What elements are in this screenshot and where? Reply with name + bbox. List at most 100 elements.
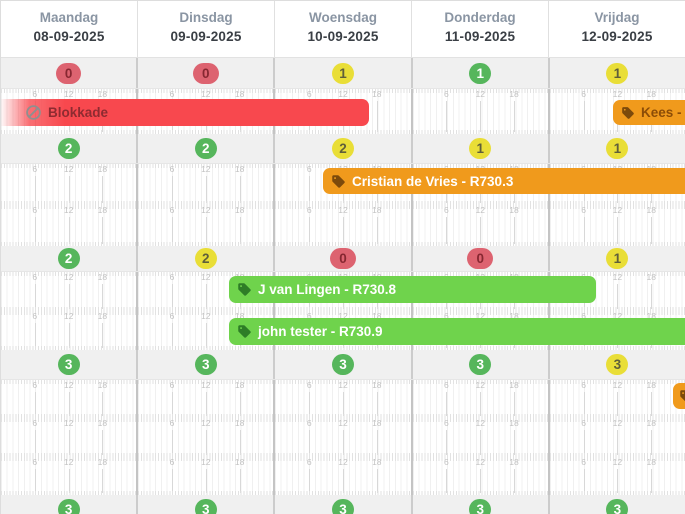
- event-bar-kees[interactable]: Kees - R7: [613, 100, 685, 125]
- hour-label: 12: [612, 311, 623, 321]
- hour-label: 12: [201, 89, 211, 99]
- hour-grid-cell: 6 12 18: [547, 456, 685, 496]
- day-date: 12-09-2025: [581, 29, 653, 44]
- hour-grid-cell: 6 12 18: [410, 456, 549, 496]
- hour-label: 6: [581, 380, 586, 390]
- hour-grid-cell: 6 12 18: [410, 205, 549, 246]
- day-header-row: Maandag 08-09-2025 Dinsdag 09-09-2025 Wo…: [1, 1, 685, 58]
- hour-label: 18: [509, 380, 519, 390]
- hour-label: 6: [306, 311, 312, 321]
- hour-label: 18: [234, 311, 245, 321]
- hour-grid-cell: 6 12 18: [273, 205, 411, 246]
- hour-grid-cell: 6 12 18: [273, 418, 411, 457]
- hour-label: 12: [612, 456, 623, 467]
- hour-label: 6: [169, 456, 175, 467]
- hour-label: 6: [306, 380, 312, 390]
- tag-icon: [621, 106, 635, 120]
- hour-grid-cell: 6 12 18: [136, 456, 274, 496]
- hour-label: 12: [612, 272, 623, 282]
- event-bar-blokkade[interactable]: Blokkade: [1, 99, 369, 126]
- hour-label: 18: [234, 456, 245, 467]
- hour-label: 12: [612, 205, 623, 215]
- hour-label: 12: [63, 89, 74, 99]
- hour-label: 6: [169, 380, 175, 390]
- hour-label: 12: [612, 380, 623, 390]
- hour-label: 12: [338, 89, 348, 99]
- hour-label: 18: [509, 311, 519, 321]
- hour-label: 18: [646, 380, 656, 390]
- day-date: 11-09-2025: [444, 29, 516, 44]
- hour-label: 12: [63, 418, 74, 429]
- event-bar-partial[interactable]: [673, 383, 685, 409]
- hour-grid-cell: 6 12 18: [1, 205, 137, 246]
- hour-label: 18: [97, 311, 108, 321]
- availability-badge: 1: [469, 62, 492, 84]
- hour-grid-cell: 6 12 18: [136, 205, 274, 246]
- hour-label: 18: [234, 380, 245, 390]
- availability-badge: 3: [469, 499, 492, 514]
- hour-label: 18: [646, 311, 656, 321]
- hour-label: 6: [306, 164, 312, 174]
- hour-label: 6: [581, 89, 586, 99]
- availability-badge: 1: [469, 138, 492, 159]
- hour-label: 12: [201, 456, 211, 467]
- hour-grid-cell: 6 12 18: [1, 456, 137, 496]
- hour-label: 12: [475, 89, 485, 99]
- availability-strip-row5: 3 3 3 3 3: [1, 495, 685, 514]
- hour-label: 12: [63, 380, 74, 390]
- hour-label: 6: [169, 205, 175, 215]
- availability-badge: 2: [194, 248, 217, 269]
- hour-label: 12: [63, 164, 74, 174]
- timeline-lane-row4: 6 12 18 6 12 18 6 12 18 6 12 18 6 12 18 6 12 18 6 12 18 6 12 1…: [1, 380, 685, 496]
- hour-label: 18: [646, 418, 656, 429]
- hour-grid-cell: 6 12 18: [1, 380, 137, 419]
- event-bar-johntester[interactable]: john tester - R730.9: [229, 318, 685, 345]
- hour-label: 12: [612, 89, 623, 99]
- hour-label: 18: [234, 418, 245, 429]
- hour-label: 18: [509, 205, 519, 215]
- availability-badge: 2: [57, 248, 80, 269]
- hour-label: 18: [372, 380, 382, 390]
- hour-label: 18: [234, 89, 245, 99]
- hour-label: 18: [97, 205, 108, 215]
- hour-label: 6: [169, 311, 175, 321]
- hour-label: 18: [646, 89, 656, 99]
- hour-label: 12: [338, 205, 348, 215]
- hour-label: 18: [97, 418, 108, 429]
- hour-label: 6: [32, 456, 38, 467]
- event-label: john tester - R730.9: [258, 324, 383, 339]
- hour-label: 18: [234, 164, 245, 174]
- availability-strip-row4: 3 3 3 3 3: [1, 350, 685, 380]
- hour-label: 6: [581, 205, 586, 215]
- hour-label: 6: [581, 456, 586, 467]
- hour-label: 18: [234, 205, 245, 215]
- hour-label: 18: [372, 205, 382, 215]
- hour-label: 12: [475, 456, 485, 467]
- event-bar-cristian[interactable]: Cristian de Vries - R730.3: [323, 168, 685, 194]
- hour-label: 6: [169, 89, 175, 99]
- hour-label: 18: [646, 456, 656, 467]
- hour-label: 6: [306, 456, 312, 467]
- hour-label: 12: [475, 205, 485, 215]
- availability-badge: 3: [57, 499, 80, 514]
- event-bar-jvanlingen[interactable]: J van Lingen - R730.8: [229, 276, 596, 303]
- hour-grid-cell: 6 12 18: [547, 205, 685, 246]
- hour-grid-cell: 6 12 18: [1, 311, 137, 350]
- availability-badge: 2: [194, 138, 217, 159]
- hour-label: 6: [169, 272, 175, 282]
- event-label: Blokkade: [48, 105, 109, 120]
- availability-badge: 1: [606, 138, 629, 159]
- hour-label: 6: [444, 456, 449, 467]
- hour-label: 6: [444, 418, 449, 429]
- hour-label: 6: [581, 311, 586, 321]
- hour-label: 6: [306, 89, 312, 99]
- hour-grid-cell: 6 12 18: [1, 272, 137, 311]
- hour-label: 12: [63, 456, 74, 467]
- hour-label: 12: [475, 418, 485, 429]
- event-label: Cristian de Vries - R730.3: [352, 173, 514, 189]
- hour-label: 6: [32, 205, 38, 215]
- day-name: Maandag: [39, 10, 99, 25]
